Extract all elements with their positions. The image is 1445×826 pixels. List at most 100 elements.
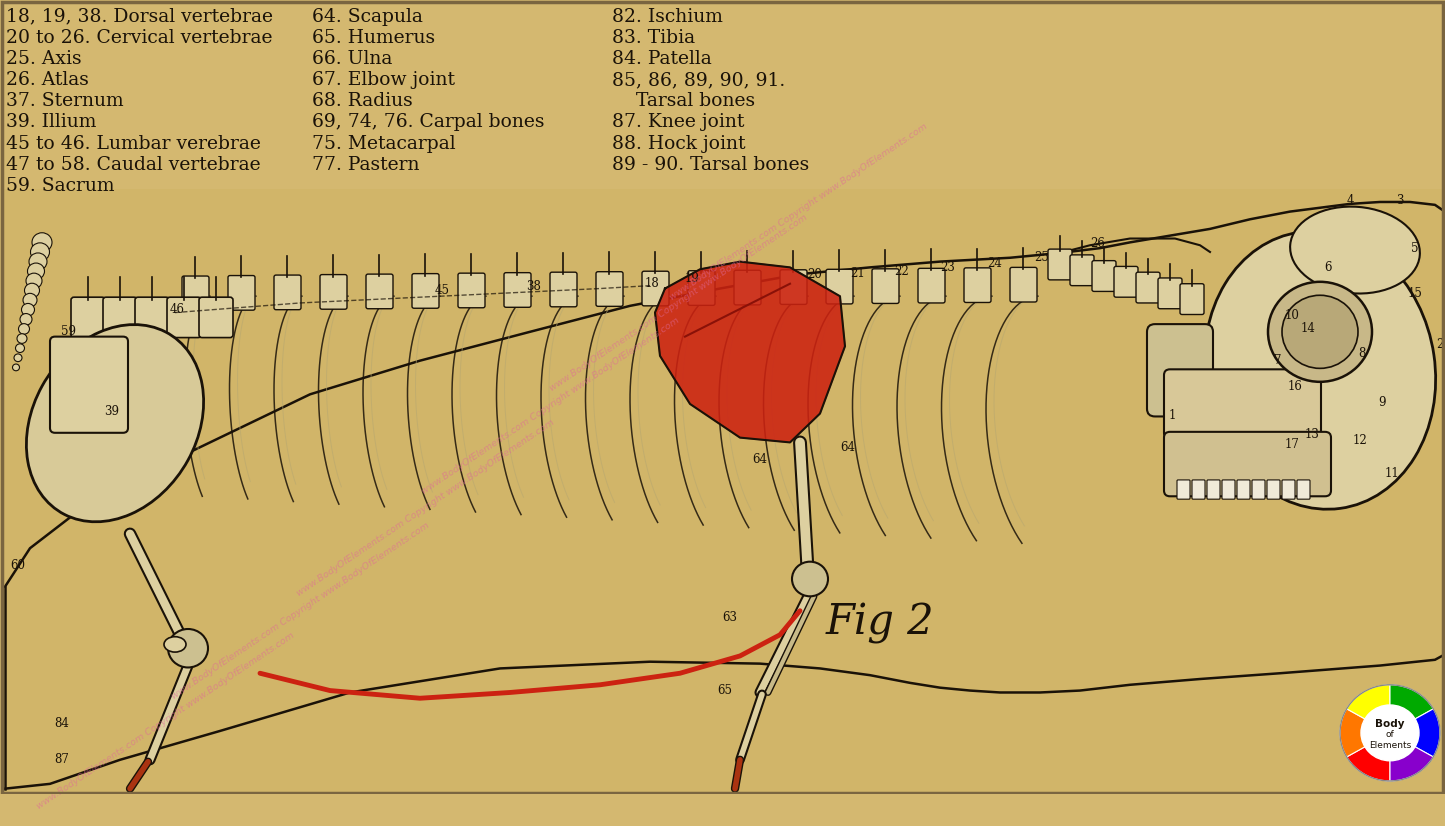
FancyBboxPatch shape (134, 297, 169, 338)
Text: 59: 59 (61, 325, 75, 339)
FancyBboxPatch shape (1181, 283, 1204, 315)
FancyBboxPatch shape (595, 272, 623, 306)
Text: 9: 9 (1379, 396, 1386, 409)
Circle shape (1269, 282, 1371, 382)
FancyBboxPatch shape (1207, 480, 1220, 499)
Circle shape (792, 562, 828, 596)
Wedge shape (1340, 709, 1390, 757)
Text: 12: 12 (1353, 434, 1367, 447)
FancyBboxPatch shape (918, 268, 945, 303)
Text: 20 to 26. Cervical vertebrae: 20 to 26. Cervical vertebrae (6, 29, 273, 47)
FancyBboxPatch shape (412, 273, 439, 308)
FancyBboxPatch shape (1267, 480, 1280, 499)
Text: 75. Metacarpal: 75. Metacarpal (312, 135, 455, 153)
Text: 23: 23 (941, 261, 955, 274)
Text: 69, 74, 76. Carpal bones: 69, 74, 76. Carpal bones (312, 113, 545, 131)
Text: 6: 6 (1324, 261, 1332, 274)
Text: www.BodyOfElements.com Copyright www.BodyOfElements.com: www.BodyOfElements.com Copyright www.Bod… (668, 121, 929, 301)
FancyBboxPatch shape (1192, 480, 1205, 499)
Text: 67. Elbow joint: 67. Elbow joint (312, 71, 455, 89)
Text: 18: 18 (644, 278, 659, 290)
Text: 84. Patella: 84. Patella (613, 50, 712, 68)
FancyBboxPatch shape (3, 188, 1444, 791)
Text: 64: 64 (753, 453, 767, 466)
FancyBboxPatch shape (642, 271, 669, 306)
Circle shape (27, 263, 45, 279)
Text: 17: 17 (1285, 438, 1299, 451)
Text: 18, 19, 38. Dorsal vertebrae: 18, 19, 38. Dorsal vertebrae (6, 7, 273, 26)
Text: www.BodyOfElements.com Copyright www.BodyOfElements.com: www.BodyOfElements.com Copyright www.Bod… (420, 316, 681, 496)
FancyBboxPatch shape (71, 297, 105, 338)
Text: 4: 4 (1347, 193, 1354, 206)
Ellipse shape (1204, 231, 1436, 510)
Text: 15: 15 (1407, 287, 1422, 300)
Polygon shape (655, 262, 845, 443)
Text: Elements: Elements (1368, 741, 1412, 750)
FancyBboxPatch shape (827, 269, 853, 304)
Text: 13: 13 (1305, 428, 1319, 441)
Text: 26. Atlas: 26. Atlas (6, 71, 90, 89)
Text: 10: 10 (1285, 309, 1299, 322)
Circle shape (168, 629, 208, 667)
Circle shape (32, 233, 52, 252)
Text: 25: 25 (1035, 251, 1049, 264)
Text: 77. Pastern: 77. Pastern (312, 156, 419, 173)
Text: 45: 45 (435, 284, 449, 297)
FancyBboxPatch shape (1147, 324, 1212, 416)
Text: 2: 2 (1436, 338, 1444, 351)
Circle shape (1282, 295, 1358, 368)
FancyBboxPatch shape (103, 297, 137, 338)
Text: 21: 21 (851, 267, 866, 280)
FancyBboxPatch shape (1048, 249, 1072, 280)
Wedge shape (1347, 685, 1390, 733)
Text: 8: 8 (1358, 348, 1366, 360)
Text: 11: 11 (1384, 467, 1399, 480)
FancyBboxPatch shape (319, 274, 347, 309)
FancyBboxPatch shape (1010, 268, 1038, 302)
Text: 39. Illium: 39. Illium (6, 113, 97, 131)
Circle shape (20, 314, 32, 325)
Text: 45 to 46. Lumbar verebrae: 45 to 46. Lumbar verebrae (6, 135, 262, 153)
Text: 20: 20 (808, 268, 822, 281)
Text: www.BodyOfElements.com Copyright www.BodyOfElements.com: www.BodyOfElements.com Copyright www.Bod… (295, 418, 556, 598)
Wedge shape (1390, 709, 1441, 757)
FancyBboxPatch shape (504, 273, 530, 307)
FancyBboxPatch shape (1237, 480, 1250, 499)
Text: Body: Body (1376, 719, 1405, 729)
FancyBboxPatch shape (1092, 261, 1116, 292)
Wedge shape (1390, 685, 1433, 733)
Circle shape (26, 273, 42, 288)
Text: 22: 22 (894, 264, 909, 278)
Text: 7: 7 (1274, 354, 1282, 368)
FancyBboxPatch shape (688, 271, 715, 306)
Text: 59. Sacrum: 59. Sacrum (6, 177, 114, 195)
FancyBboxPatch shape (780, 270, 806, 305)
Text: 24: 24 (987, 257, 1003, 270)
FancyBboxPatch shape (168, 297, 201, 338)
Text: 84: 84 (55, 717, 69, 729)
Text: 46: 46 (169, 303, 185, 316)
Text: 1: 1 (1169, 409, 1176, 422)
FancyBboxPatch shape (366, 274, 393, 309)
Text: 65. Humerus: 65. Humerus (312, 29, 435, 47)
Text: 65: 65 (718, 684, 733, 697)
Wedge shape (1390, 733, 1433, 781)
FancyBboxPatch shape (734, 270, 762, 305)
Text: 64. Scapula: 64. Scapula (312, 7, 423, 26)
Circle shape (29, 253, 48, 270)
Circle shape (13, 364, 19, 371)
Text: 14: 14 (1300, 322, 1315, 335)
Text: 63: 63 (722, 611, 737, 624)
Text: 3: 3 (1396, 193, 1403, 206)
Text: 82. Ischium: 82. Ischium (613, 7, 722, 26)
Text: Fig 2: Fig 2 (825, 602, 935, 644)
FancyBboxPatch shape (1136, 273, 1160, 303)
FancyBboxPatch shape (551, 273, 577, 306)
FancyBboxPatch shape (275, 275, 301, 310)
Wedge shape (1347, 733, 1390, 781)
FancyBboxPatch shape (458, 273, 486, 308)
Text: 16: 16 (1287, 380, 1302, 393)
Text: 60: 60 (10, 559, 26, 572)
Circle shape (1361, 705, 1419, 761)
FancyBboxPatch shape (1165, 432, 1331, 496)
